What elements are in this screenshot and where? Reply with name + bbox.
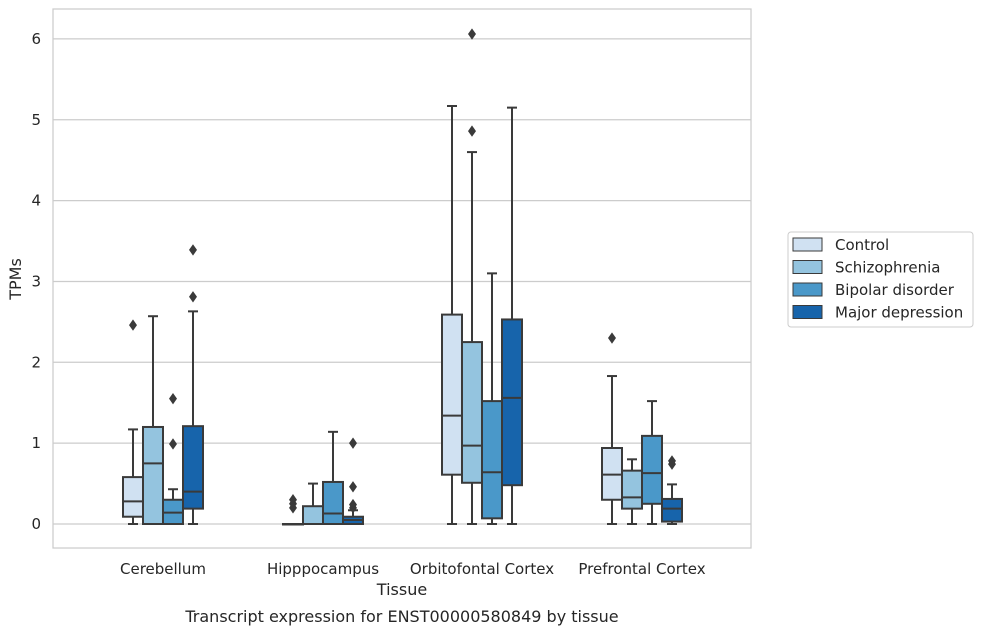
y-tick-labels: 0 1 2 3 4 5 6 <box>31 30 41 533</box>
legend-swatch <box>792 260 823 274</box>
box-body <box>182 425 204 510</box>
box-body <box>481 400 503 520</box>
box-plot <box>142 315 164 526</box>
legend-swatch <box>792 305 823 319</box>
plot-frame <box>52 8 752 549</box>
box-layer <box>122 28 683 526</box>
x-tick-label: Orbitofontal Cortex <box>410 560 554 578</box>
x-tick-label: Hipppocampus <box>267 560 379 578</box>
y-tick-label: 1 <box>31 434 41 452</box>
y-tick-label: 2 <box>31 353 41 371</box>
y-tick-label: 3 <box>31 272 41 290</box>
outlier-point <box>289 494 297 506</box>
box-body <box>302 505 324 526</box>
legend-swatch <box>792 237 823 252</box>
outlier-point <box>468 125 476 137</box>
box-body <box>661 497 683 523</box>
box-plot <box>322 430 344 526</box>
box-body <box>461 341 483 484</box>
box-body <box>501 318 523 487</box>
legend: Control Schizophrenia Bipolar disorder Majo… <box>787 231 974 328</box>
outlier-point <box>189 291 197 303</box>
box-body <box>142 425 164 526</box>
box-body <box>322 480 344 526</box>
outlier-point <box>189 244 197 256</box>
box-plot <box>501 106 523 525</box>
outlier-point <box>608 332 616 344</box>
outlier-point <box>169 438 177 450</box>
box-plot <box>302 482 324 526</box>
box-plot <box>182 244 204 525</box>
x-tick-label: Prefrontal Cortex <box>578 560 705 578</box>
outlier-point <box>349 481 357 493</box>
box-plot <box>122 319 144 525</box>
outlier-point <box>468 28 476 40</box>
box-plot <box>162 392 184 525</box>
outlier-point <box>349 437 357 449</box>
legend-swatch <box>792 282 823 297</box>
y-tick-label: 6 <box>31 30 41 48</box>
legend-label: Schizophrenia <box>835 259 940 277</box>
plot-background <box>53 9 751 548</box>
chart-caption: Transcript expression for ENST0000058084… <box>184 607 618 626</box>
box-body <box>621 469 643 510</box>
box-plot <box>661 455 683 525</box>
legend-label: Major depression <box>835 304 963 322</box>
y-tick-label: 4 <box>31 192 41 210</box>
legend-frame <box>787 231 974 328</box>
box-plot <box>342 437 364 526</box>
box-body <box>641 434 663 505</box>
x-axis-label: Tissue <box>376 580 427 599</box>
outlier-point <box>668 455 676 467</box>
outlier-point <box>169 392 177 405</box>
box-body <box>441 313 463 476</box>
box-plot <box>461 28 483 525</box>
box-plot <box>641 400 663 525</box>
box-plot <box>282 494 304 526</box>
y-tick-label: 0 <box>31 515 41 533</box>
outlier-point <box>349 498 357 511</box>
box-body <box>122 476 144 518</box>
x-tick-label: Cerebellum <box>120 560 206 578</box>
y-axis-label: TPMs <box>6 258 25 301</box>
legend-label: Bipolar disorder <box>835 281 955 299</box>
x-tick-labels: Cerebellum Hipppocampus Orbitofontal Corte… <box>120 560 706 578</box>
legend-label: Control <box>835 236 889 254</box>
outlier-point <box>129 319 137 331</box>
y-tick-label: 5 <box>31 111 41 129</box>
